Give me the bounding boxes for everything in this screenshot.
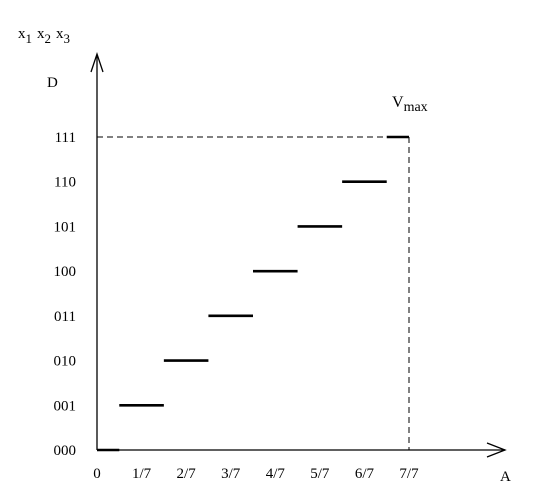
x-tick-label: 1/7 xyxy=(132,466,152,482)
y-axis-letter: D xyxy=(47,75,58,91)
x-tick-label: 2/7 xyxy=(177,466,197,482)
y-tick-label: 100 xyxy=(54,264,77,280)
x-tick-label: 0 xyxy=(93,466,101,482)
vmax-letter: V xyxy=(392,94,404,111)
y-tick-labels: 000 001 010 011 100 101 110 111 xyxy=(54,130,77,459)
bit-x2-sub: 2 xyxy=(45,31,52,46)
bit-x1-sub: 1 xyxy=(26,31,33,46)
vmax-annotation: Vmax xyxy=(392,94,428,115)
vmax-sub: max xyxy=(404,100,428,115)
y-tick-label: 000 xyxy=(54,443,77,459)
y-axis-title-bits: x1 x2 x3 xyxy=(18,26,70,46)
y-tick-label: 001 xyxy=(54,398,77,414)
y-tick-label: 101 xyxy=(54,219,77,235)
x-tick-label: 3/7 xyxy=(221,466,241,482)
x-axis-title: A xyxy=(500,469,511,485)
x-tick-labels: 0 1/7 2/7 3/7 4/7 5/7 6/7 7/7 xyxy=(93,466,419,482)
x-tick-label: 7/7 xyxy=(399,466,419,482)
quantization-steps xyxy=(97,137,409,450)
bit-x3-sub: 3 xyxy=(64,31,71,46)
y-tick-label: 011 xyxy=(54,309,76,325)
x-tick-label: 5/7 xyxy=(310,466,330,482)
y-tick-label: 110 xyxy=(54,175,76,191)
x-tick-label: 6/7 xyxy=(355,466,375,482)
y-tick-label: 010 xyxy=(54,354,77,370)
y-tick-label: 111 xyxy=(55,130,76,146)
x-tick-label: 4/7 xyxy=(266,466,286,482)
